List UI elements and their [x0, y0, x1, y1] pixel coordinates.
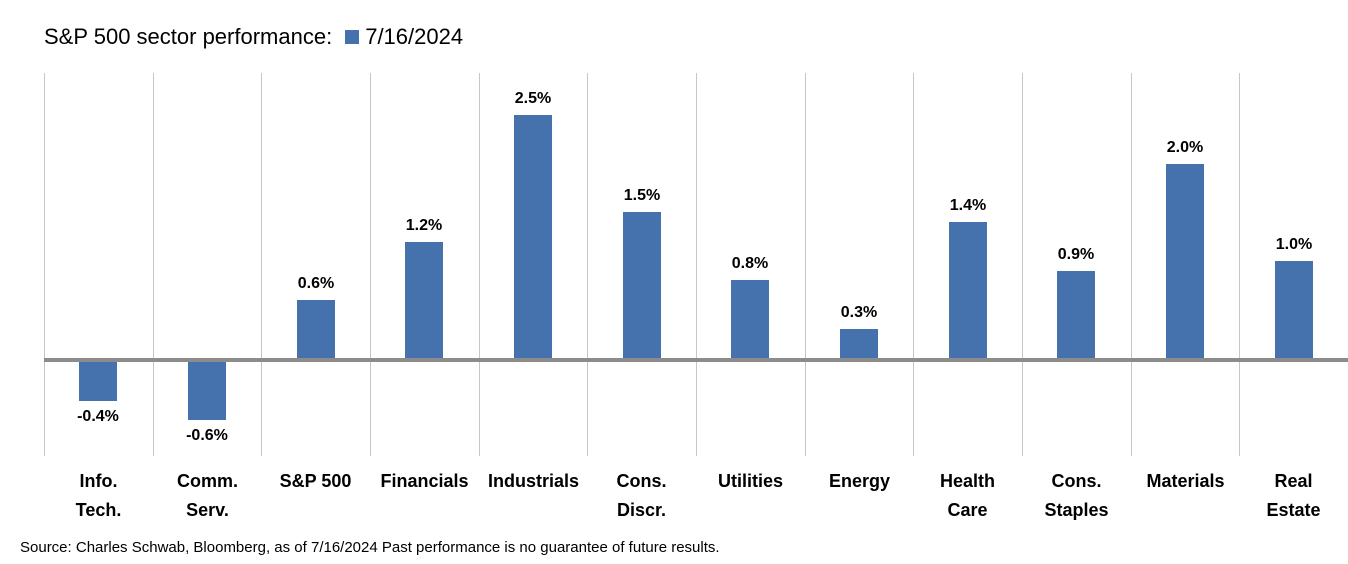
bar	[1057, 271, 1095, 358]
gridline	[479, 73, 480, 456]
gridline	[1131, 73, 1132, 456]
bar-value-label: 1.0%	[1275, 236, 1313, 253]
gridline	[261, 73, 262, 456]
category-label: Real Estate	[1266, 471, 1321, 520]
bar	[623, 212, 661, 358]
bar-value-label: 0.6%	[297, 275, 335, 292]
bar-value-label: -0.6%	[186, 427, 228, 444]
chart-header: S&P 500 sector performance: 7/16/2024	[44, 24, 463, 50]
bar-value-label: 0.3%	[840, 304, 878, 321]
category-label: S&P 500	[279, 471, 352, 491]
legend-swatch-icon	[345, 30, 360, 44]
category-label: Materials	[1146, 471, 1225, 491]
bar	[1275, 261, 1313, 358]
source-note: Source: Charles Schwab, Bloomberg, as of…	[20, 539, 720, 556]
bar	[840, 329, 878, 358]
category-label: Industrials	[487, 471, 580, 491]
bar-value-label: 2.0%	[1166, 139, 1204, 156]
bar	[79, 362, 117, 401]
bar-value-label: 1.4%	[949, 197, 987, 214]
bar	[297, 300, 335, 358]
bar	[731, 280, 769, 358]
category-label: Financials	[380, 471, 469, 491]
category-label: Energy	[828, 471, 891, 491]
gridline	[370, 73, 371, 456]
bar	[405, 242, 443, 358]
bar	[949, 222, 987, 358]
category-axis: Info. Tech. Comm. Serv. S&P 500 Financials Ind…	[44, 467, 1348, 531]
chart-title: S&P 500 sector performance:	[44, 24, 333, 49]
plot-area: -0.4% -0.6% 0.6% 1.2% 2.5% 1.5% 0.8% 0.3% 1.4% 0.…	[44, 73, 1348, 456]
bar	[1166, 164, 1204, 358]
gridline	[913, 73, 914, 456]
category-label: Cons. Staples	[1044, 471, 1109, 520]
bar	[188, 362, 226, 420]
category-label: Cons. Discr.	[616, 471, 667, 520]
bar-value-label: -0.4%	[77, 408, 119, 425]
zero-axis-line	[44, 358, 1348, 362]
gridline	[1239, 73, 1240, 456]
bar-value-label: 0.9%	[1057, 246, 1095, 263]
bar-value-label: 1.2%	[405, 217, 443, 234]
bar	[514, 115, 552, 358]
gridline	[805, 73, 806, 456]
gridline	[696, 73, 697, 456]
bar-value-label: 0.8%	[731, 255, 769, 272]
gridline	[587, 73, 588, 456]
bar-value-label: 1.5%	[623, 187, 661, 204]
gridline	[1022, 73, 1023, 456]
category-label: Utilities	[717, 471, 783, 491]
category-label: Info. Tech.	[75, 471, 122, 520]
gridline	[153, 73, 154, 456]
legend-label: 7/16/2024	[365, 24, 464, 49]
category-label: Health Care	[939, 471, 995, 520]
legend: 7/16/2024	[345, 24, 463, 50]
category-label: Comm. Serv.	[176, 471, 238, 520]
gridline	[44, 73, 45, 456]
bar-value-label: 2.5%	[514, 90, 552, 107]
